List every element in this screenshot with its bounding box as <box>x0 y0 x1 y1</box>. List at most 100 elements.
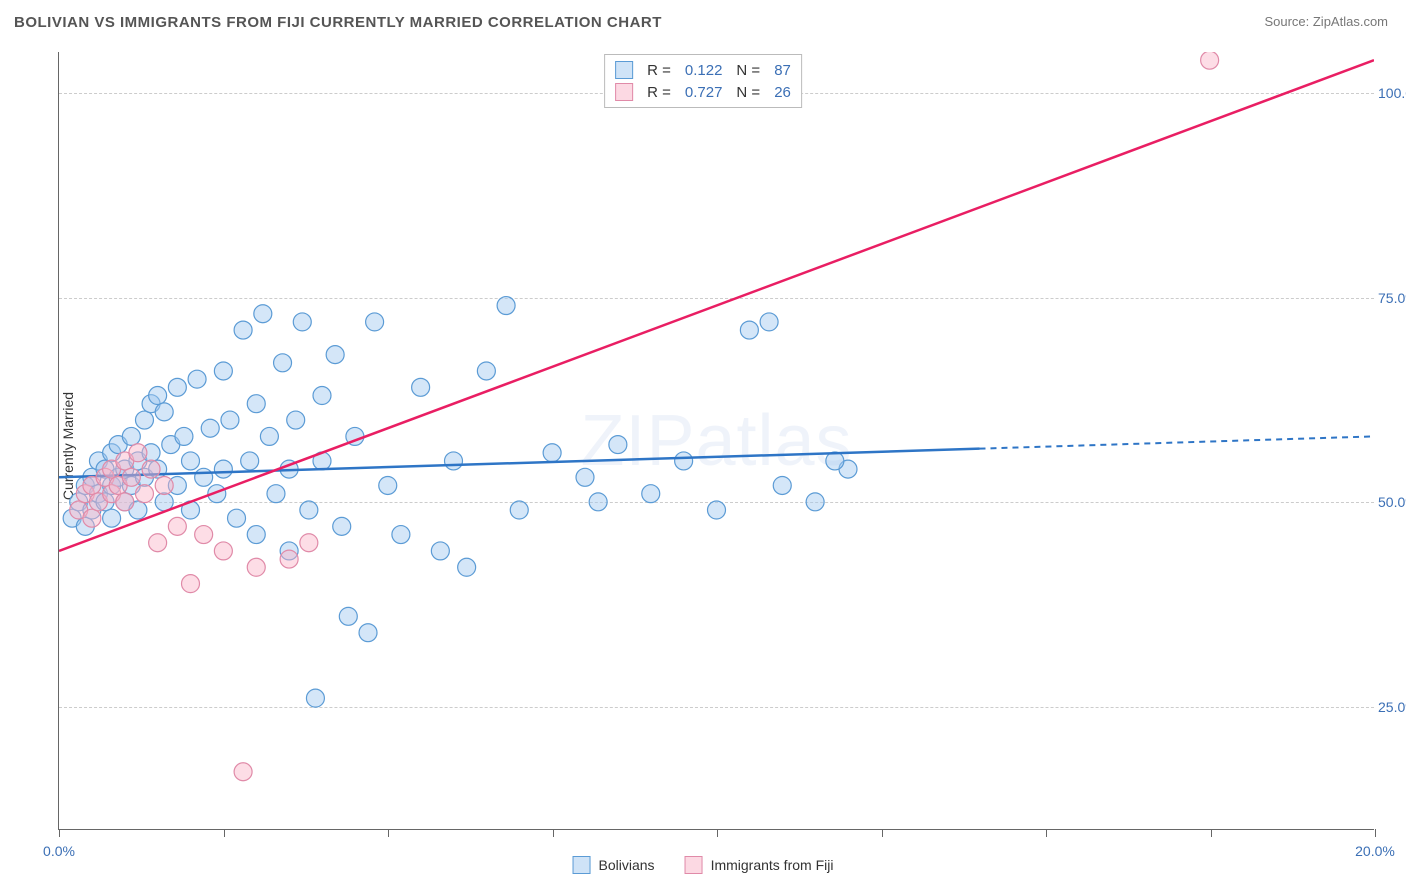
legend-stats-box: R = 0.122 N = 87 R = 0.727 N = 26 <box>604 54 802 108</box>
r-value: 0.727 <box>685 84 723 101</box>
scatter-point <box>142 460 160 478</box>
scatter-point <box>214 542 232 560</box>
regression-line-dashed <box>980 436 1375 448</box>
scatter-point <box>379 476 397 494</box>
scatter-point <box>149 534 167 552</box>
r-label: R = <box>647 84 671 101</box>
legend-swatch <box>615 61 633 79</box>
scatter-point <box>149 387 167 405</box>
legend-swatch <box>685 856 703 874</box>
x-tick <box>388 829 389 837</box>
scatter-point <box>306 689 324 707</box>
scatter-point <box>182 452 200 470</box>
y-tick-label: 25.0% <box>1378 699 1406 715</box>
scatter-point <box>214 362 232 380</box>
scatter-point <box>228 509 246 527</box>
scatter-point <box>267 485 285 503</box>
r-label: R = <box>647 62 671 79</box>
plot-area: ZIPatlas 25.0%50.0%75.0%100.0%0.0%20.0% <box>58 52 1374 830</box>
scatter-point <box>339 607 357 625</box>
scatter-point <box>510 501 528 519</box>
scatter-point <box>214 460 232 478</box>
scatter-point <box>195 526 213 544</box>
x-tick-label: 20.0% <box>1355 843 1395 859</box>
x-tick <box>553 829 554 837</box>
scatter-point <box>543 444 561 462</box>
scatter-point <box>773 476 791 494</box>
scatter-point <box>708 501 726 519</box>
legend-series-label: Bolivians <box>599 857 655 873</box>
legend-stats-row: R = 0.122 N = 87 <box>615 59 791 81</box>
scatter-point <box>293 313 311 331</box>
scatter-point <box>576 468 594 486</box>
scatter-point <box>445 452 463 470</box>
scatter-point <box>412 378 430 396</box>
scatter-point <box>740 321 758 339</box>
scatter-point <box>103 509 121 527</box>
scatter-point <box>326 346 344 364</box>
scatter-point <box>675 452 693 470</box>
scatter-point <box>609 436 627 454</box>
scatter-point <box>201 419 219 437</box>
legend-swatch <box>573 856 591 874</box>
scatter-point <box>477 362 495 380</box>
scatter-point <box>300 501 318 519</box>
plot-svg <box>59 52 1374 829</box>
scatter-point <box>431 542 449 560</box>
y-tick-label: 50.0% <box>1378 494 1406 510</box>
scatter-point <box>122 427 140 445</box>
y-tick-label: 75.0% <box>1378 290 1406 306</box>
scatter-point <box>589 493 607 511</box>
x-tick <box>1375 829 1376 837</box>
scatter-point <box>247 526 265 544</box>
scatter-point <box>168 517 186 535</box>
r-value: 0.122 <box>685 62 723 79</box>
scatter-point <box>83 509 101 527</box>
scatter-point <box>116 493 134 511</box>
n-value: 26 <box>774 84 791 101</box>
scatter-point <box>359 624 377 642</box>
scatter-point <box>642 485 660 503</box>
regression-line <box>59 60 1374 551</box>
scatter-point <box>497 297 515 315</box>
scatter-point <box>458 558 476 576</box>
x-tick-label: 0.0% <box>43 843 75 859</box>
scatter-point <box>392 526 410 544</box>
scatter-point <box>135 411 153 429</box>
scatter-point <box>195 468 213 486</box>
scatter-point <box>260 427 278 445</box>
scatter-point <box>155 476 173 494</box>
scatter-point <box>234 763 252 781</box>
scatter-point <box>313 387 331 405</box>
scatter-point <box>129 444 147 462</box>
x-tick <box>1211 829 1212 837</box>
n-label: N = <box>736 84 760 101</box>
x-tick <box>882 829 883 837</box>
n-label: N = <box>736 62 760 79</box>
x-tick <box>1046 829 1047 837</box>
scatter-point <box>122 468 140 486</box>
scatter-point <box>247 395 265 413</box>
scatter-point <box>826 452 844 470</box>
correlation-chart: BOLIVIAN VS IMMIGRANTS FROM FIJI CURRENT… <box>10 10 1396 882</box>
scatter-point <box>280 550 298 568</box>
scatter-point <box>247 558 265 576</box>
legend-series-item: Immigrants from Fiji <box>685 856 834 874</box>
scatter-point <box>182 575 200 593</box>
scatter-point <box>760 313 778 331</box>
legend-swatch <box>615 83 633 101</box>
scatter-point <box>806 493 824 511</box>
scatter-point <box>155 403 173 421</box>
scatter-point <box>188 370 206 388</box>
scatter-point <box>287 411 305 429</box>
n-value: 87 <box>774 62 791 79</box>
x-tick <box>224 829 225 837</box>
scatter-point <box>254 305 272 323</box>
scatter-point <box>168 378 186 396</box>
scatter-point <box>366 313 384 331</box>
chart-title: BOLIVIAN VS IMMIGRANTS FROM FIJI CURRENT… <box>14 14 662 31</box>
scatter-point <box>175 427 193 445</box>
legend-series-label: Immigrants from Fiji <box>711 857 834 873</box>
source-attribution: Source: ZipAtlas.com <box>1264 14 1388 29</box>
y-tick-label: 100.0% <box>1378 85 1406 101</box>
